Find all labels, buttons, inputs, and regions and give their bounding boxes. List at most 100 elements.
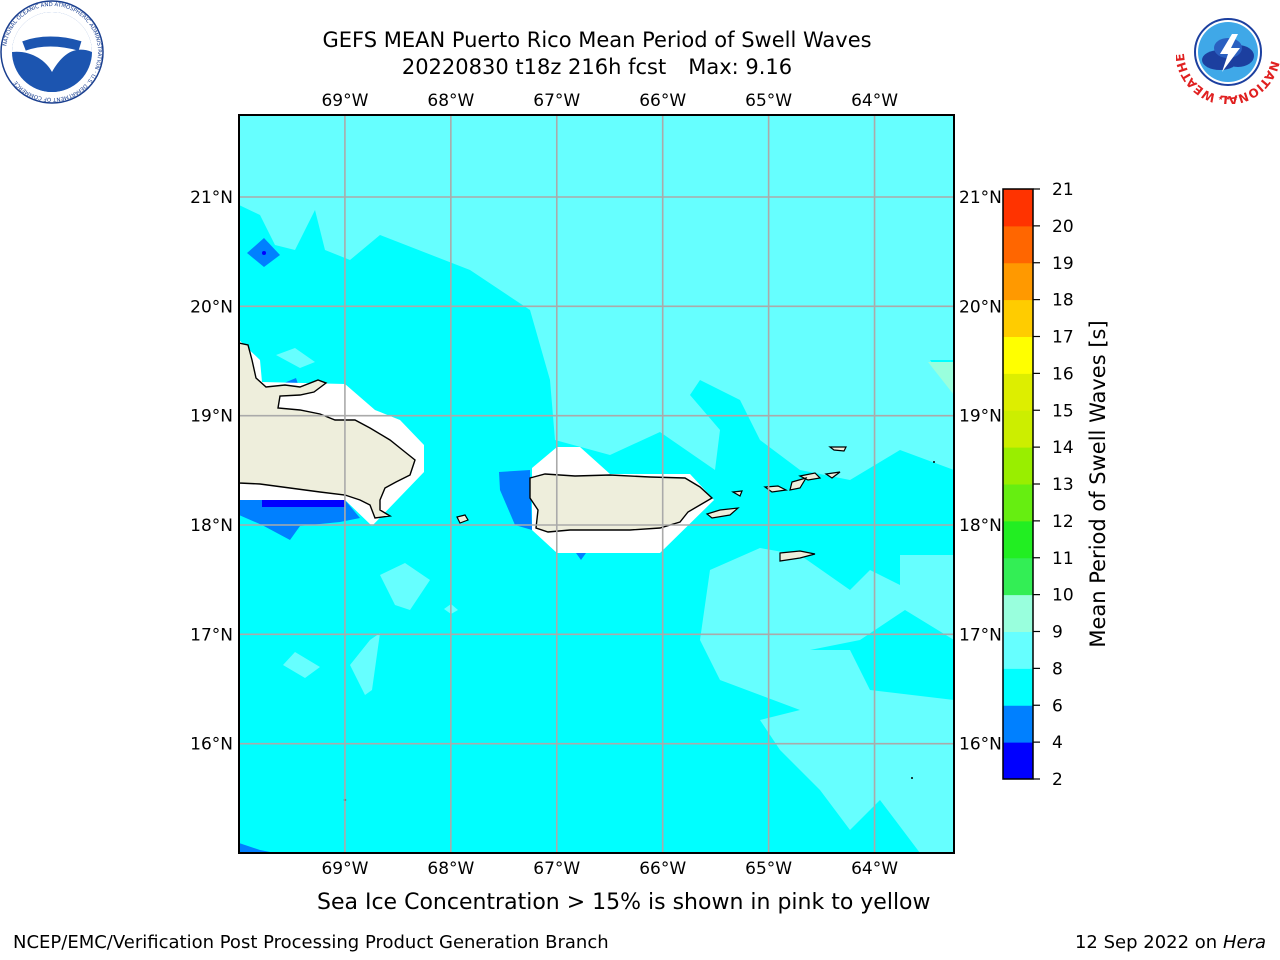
lon-tick-label: 64°W — [851, 91, 898, 111]
colorbar-tick-label: 21 — [1052, 180, 1074, 200]
noaa-logo-icon: NATIONAL OCEANIC AND ATMOSPHERIC ADMINIS… — [0, 0, 104, 104]
colorbar-tick-label: 4 — [1052, 733, 1063, 753]
land-mona-island — [456, 514, 469, 524]
colorbar-tick-label: 16 — [1052, 364, 1074, 384]
longer-period-region — [843, 167, 862, 174]
land-st-croix — [779, 550, 816, 562]
footer-date-text: 12 Sep 2022 on — [1074, 932, 1218, 953]
short-period-region — [239, 500, 360, 540]
map-subtitle-run: 20220830 t18z 216h fcst Max: 9.16 — [240, 54, 954, 81]
footer-host: Hera — [1222, 932, 1266, 953]
sea-ice-note: Sea Ice Concentration > 15% is shown in … — [317, 890, 931, 915]
colorbar-segment — [1003, 447, 1033, 485]
lat-tick-label: 17°N — [959, 625, 1002, 645]
shortest-period-region — [262, 251, 266, 255]
colorbar-tick-label: 11 — [1052, 549, 1074, 569]
colorbar-segment — [1003, 225, 1033, 264]
colorbar-tick-label: 15 — [1052, 401, 1074, 421]
land-puerto-rico — [529, 473, 714, 533]
lon-tick-label: 66°W — [639, 859, 686, 879]
colorbar-tick-label: 6 — [1052, 696, 1063, 716]
colorbar-tick-label: 10 — [1052, 586, 1074, 606]
map-frame — [238, 114, 955, 854]
nws-logo-icon: NATIONAL WEATHER SERVICE ★ ★ ★ — [1176, 0, 1280, 104]
lon-tick-label: 67°W — [533, 91, 580, 111]
footer-branch: NCEP/EMC/Verification Post Processing Pr… — [13, 932, 609, 953]
lon-tick-label: 65°W — [745, 91, 792, 111]
shortest-period-region — [262, 500, 345, 507]
colorbar-segment — [1003, 299, 1033, 337]
longer-period-region — [350, 633, 380, 695]
colorbar-segment — [1003, 262, 1033, 301]
colorbar-tick-label: 8 — [1052, 659, 1063, 679]
colorbar-segment — [1003, 742, 1033, 780]
lat-tick-label: 18°N — [190, 516, 233, 536]
colorbar-segment — [1003, 557, 1033, 596]
colorbar-segment — [1003, 336, 1033, 374]
colorbar-tick-label: 14 — [1052, 438, 1074, 458]
colorbar-segment — [1003, 705, 1033, 743]
lon-tick-label: 67°W — [533, 859, 580, 879]
colorbar-segment — [1003, 631, 1033, 669]
short-period-region — [239, 843, 275, 853]
colorbar-tick-label: 9 — [1052, 623, 1063, 643]
longer-period-region — [276, 348, 315, 368]
lat-tick-label: 16°N — [959, 735, 1002, 755]
lon-labels-bottom: 69°W 68°W 67°W 66°W 65°W 64°W — [321, 859, 898, 879]
lon-tick-label: 68°W — [427, 859, 474, 879]
max-value-label: Max: 9.16 — [688, 55, 793, 79]
lat-tick-label: 16°N — [190, 735, 233, 755]
longer-period-region — [380, 563, 430, 610]
lat-tick-label: 19°N — [190, 407, 233, 427]
forecast-run-label: 20220830 t18z 216h fcst — [401, 55, 667, 79]
colorbar-tick-label: 20 — [1052, 217, 1074, 237]
period-9-10-region — [928, 362, 954, 395]
lat-labels-right: 21°N 20°N 19°N 18°N 17°N 16°N — [959, 188, 1002, 755]
colorbar — [1003, 189, 1033, 780]
colorbar-segment — [1003, 373, 1033, 411]
land-anegada — [828, 446, 847, 452]
colorbar-tick-label: 19 — [1052, 254, 1074, 274]
colorbar-label: Mean Period of Swell Waves [s] — [1086, 320, 1110, 647]
short-period-region — [499, 470, 532, 530]
lat-tick-label: 18°N — [959, 516, 1002, 536]
lon-tick-label: 69°W — [321, 91, 368, 111]
lon-tick-label: 65°W — [745, 859, 792, 879]
map-title: GEFS MEAN Puerto Rico Mean Period of Swe… — [322, 28, 872, 52]
longer-period-region — [283, 652, 320, 678]
colorbar-tick-label: 18 — [1052, 291, 1074, 311]
svg-text:★ ★ ★: ★ ★ ★ — [1218, 95, 1238, 102]
colorbar-segment — [1003, 594, 1033, 632]
colorbar-tick-label: 2 — [1052, 770, 1063, 790]
colorbar-tick-label: 13 — [1052, 475, 1074, 495]
longer-period-region — [700, 548, 954, 853]
lat-tick-label: 21°N — [959, 188, 1002, 208]
lat-tick-label: 20°N — [959, 297, 1002, 317]
lat-tick-label: 21°N — [190, 188, 233, 208]
lon-tick-label: 69°W — [321, 859, 368, 879]
noaa-logo-text: NOAA — [28, 22, 77, 40]
colorbar-ticks: 2 4 6 8 9 10 11 12 13 14 15 16 17 18 19 20 21 — [1033, 180, 1074, 790]
lat-tick-label: 17°N — [190, 625, 233, 645]
colorbar-segment — [1003, 410, 1033, 448]
lat-labels-left: 21°N 20°N 19°N 18°N 17°N 16°N — [190, 188, 233, 755]
colorbar-segment — [1003, 189, 1033, 227]
land-islet — [911, 777, 913, 779]
footer-date: 12 Sep 2022 on Hera — [1075, 932, 1266, 953]
colorbar-tick-label: 12 — [1052, 512, 1074, 532]
colorbar-segment — [1003, 484, 1033, 522]
lat-tick-label: 19°N — [959, 407, 1002, 427]
colorbar-frame — [1002, 188, 1034, 780]
land-islet — [933, 461, 935, 463]
colorbar-segment — [1003, 668, 1033, 706]
lon-labels-top: 69°W 68°W 67°W 66°W 65°W 64°W — [321, 91, 898, 111]
longer-period-region — [239, 115, 954, 480]
land-vieques — [705, 507, 740, 519]
lon-tick-label: 68°W — [427, 91, 474, 111]
colorbar-tick-label: 17 — [1052, 328, 1074, 348]
gridlines — [239, 115, 954, 853]
land-virgin-islands — [763, 471, 841, 493]
lat-tick-label: 20°N — [190, 297, 233, 317]
map-plot-area — [239, 115, 954, 853]
